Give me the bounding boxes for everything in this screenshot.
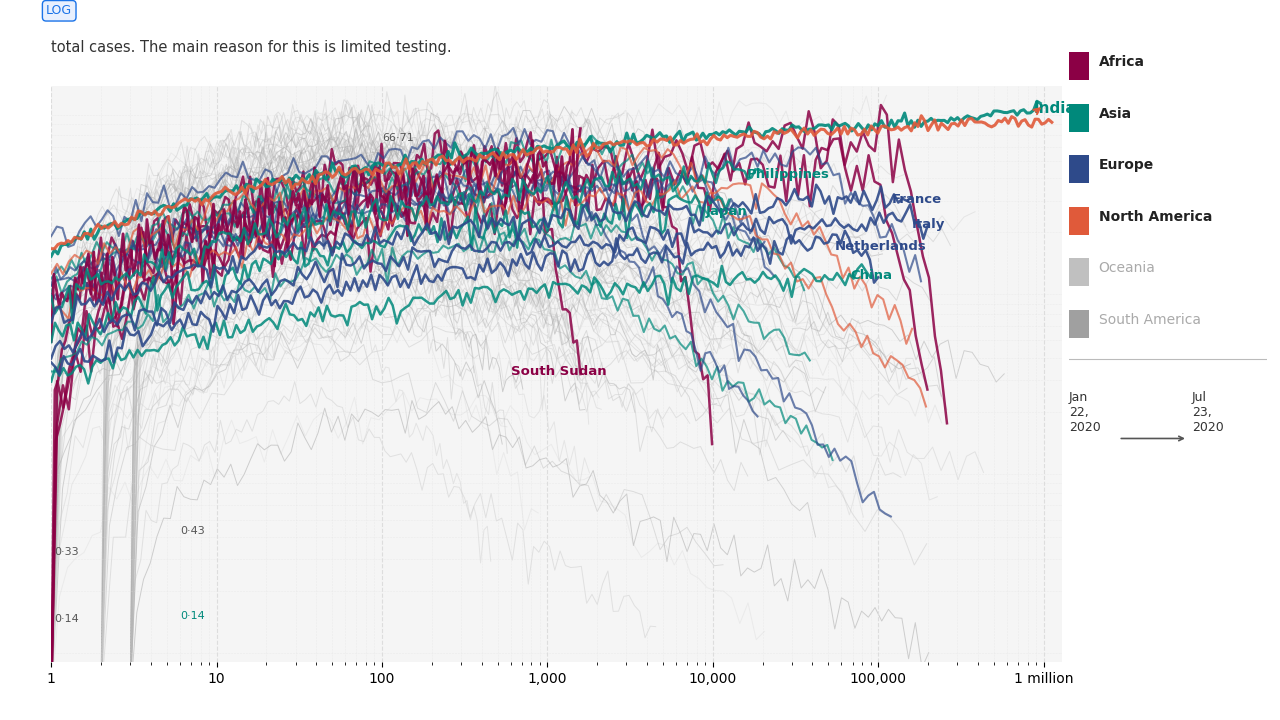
- Text: India: India: [1033, 102, 1076, 117]
- Bar: [1069, 53, 1088, 80]
- Text: Europe: Europe: [1098, 158, 1153, 172]
- Text: 66·71: 66·71: [381, 133, 413, 143]
- Text: Japan: Japan: [705, 205, 748, 218]
- Text: China: China: [850, 269, 892, 282]
- Bar: [1069, 258, 1088, 286]
- Text: 0·14: 0·14: [180, 611, 205, 621]
- Bar: [1069, 207, 1088, 235]
- Text: 0·33: 0·33: [55, 547, 79, 557]
- Text: Netherlands: Netherlands: [836, 240, 927, 253]
- Text: total cases. The main reason for this is limited testing.: total cases. The main reason for this is…: [51, 40, 452, 55]
- Text: Africa: Africa: [1098, 55, 1144, 69]
- Text: Philippines: Philippines: [746, 168, 829, 181]
- Text: 0·14: 0·14: [55, 614, 79, 624]
- Text: 0·43: 0·43: [180, 526, 205, 536]
- Text: LOG: LOG: [46, 4, 72, 17]
- Text: Jul
23,
2020: Jul 23, 2020: [1192, 391, 1224, 434]
- Text: South America: South America: [1098, 312, 1201, 327]
- Text: South Sudan: South Sudan: [511, 365, 607, 378]
- Text: North America: North America: [1098, 210, 1212, 224]
- Bar: [1069, 104, 1088, 132]
- Text: Italy: Italy: [911, 218, 946, 231]
- Text: France: France: [891, 193, 941, 207]
- Text: Oceania: Oceania: [1098, 261, 1156, 275]
- Bar: [1069, 310, 1088, 338]
- Bar: [1069, 156, 1088, 183]
- Text: Asia: Asia: [1098, 107, 1132, 121]
- Text: Jan
22,
2020: Jan 22, 2020: [1069, 391, 1101, 434]
